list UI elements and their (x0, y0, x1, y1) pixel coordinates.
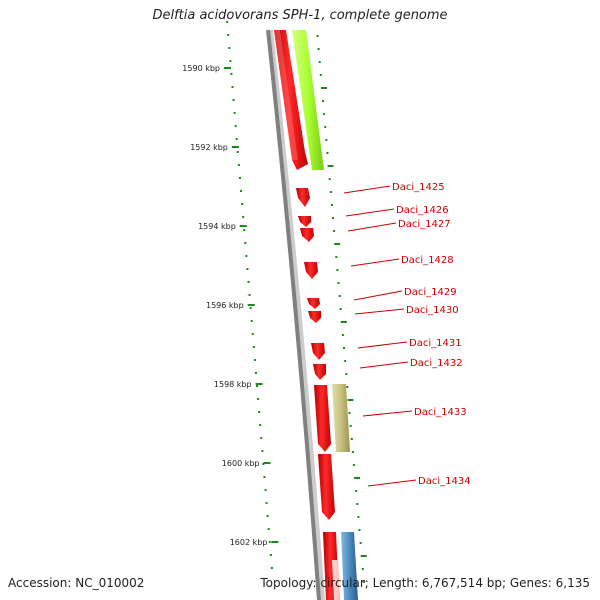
cds-block-1434 (318, 454, 335, 520)
gene-label[interactable]: Daci_1434 (418, 476, 471, 487)
tick-label: 1592 kbp (190, 143, 228, 152)
gene-label[interactable]: Daci_1433 (414, 407, 467, 418)
cds-arrow-1425 (296, 188, 310, 207)
cds-arrow-1426 (298, 216, 311, 227)
tick-label: 1600 kbp (222, 459, 260, 468)
topology-label: Topology: circular; Length: 6,767,514 bp… (260, 576, 590, 590)
blue-feature-block (341, 532, 358, 600)
gene-label[interactable]: Daci_1426 (396, 205, 449, 216)
gene-labels: Daci_1425 Daci_1426 Daci_1427 Daci_1428 Daci… (343, 182, 471, 487)
tick-label: 1602 kbp (230, 538, 268, 547)
gene-leader-line (357, 341, 408, 349)
inner-dotted-ring (226, 21, 273, 569)
outer-dotted-ring (316, 35, 367, 583)
lime-feature-block (292, 30, 324, 170)
khaki-feature-block (332, 384, 350, 452)
map-title: Delftia acidovorans SPH-1, complete geno… (152, 8, 448, 23)
position-ticks: 1590 kbp 1592 kbp 1594 kbp 1596 kbp 1598 kbp… (182, 64, 279, 547)
cds-arrow-1427 (300, 228, 314, 242)
cds-arrow-1429 (307, 298, 320, 309)
gene-label[interactable]: Daci_1430 (406, 305, 459, 316)
accession-label: Accession: NC_010002 (8, 576, 145, 590)
tick-label: 1590 kbp (182, 64, 220, 73)
gene-label[interactable]: Daci_1431 (409, 338, 462, 349)
gene-label[interactable]: Daci_1427 (398, 219, 451, 230)
tick-label: 1596 kbp (206, 301, 244, 310)
cds-arrow-1428 (304, 262, 318, 279)
pink-feature-block (332, 560, 340, 600)
cds-block-top-highlight (274, 30, 298, 160)
gene-leader-line (362, 410, 413, 417)
gene-leader-line (354, 308, 405, 315)
gene-label[interactable]: Daci_1429 (404, 287, 457, 298)
gene-leader-line (353, 290, 403, 301)
gene-leader-line (345, 208, 395, 217)
cds-arrow-1431 (311, 343, 325, 360)
tick-label: 1594 kbp (198, 222, 236, 231)
cds-arrow-1432 (313, 364, 326, 380)
cds-arrow-1430 (308, 311, 321, 323)
feature-blocks (274, 30, 358, 600)
backbone-shadow (267, 29, 325, 600)
tick-label: 1598 kbp (214, 380, 252, 389)
gene-leader-line (367, 479, 417, 487)
gene-label[interactable]: Daci_1432 (410, 358, 463, 369)
gene-label[interactable]: Daci_1428 (401, 255, 454, 266)
gene-leader-line (359, 361, 409, 369)
gene-leader-line (343, 185, 391, 194)
gene-label[interactable]: Daci_1425 (392, 182, 445, 193)
gene-leader-line (347, 222, 397, 232)
cds-block-1433 (314, 385, 331, 452)
backbone-line (266, 29, 321, 600)
gene-leader-line (350, 258, 400, 267)
